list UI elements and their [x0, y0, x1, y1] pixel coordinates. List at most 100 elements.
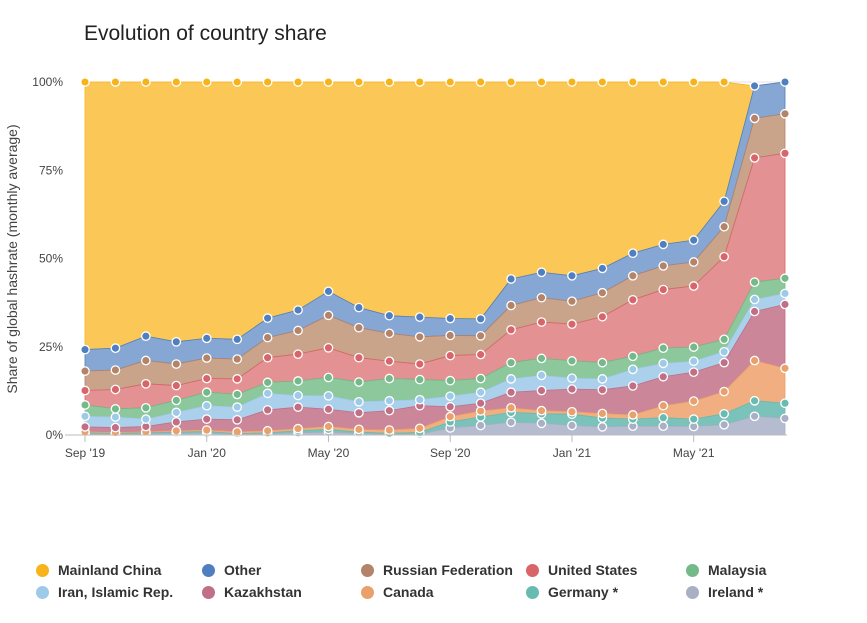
x-axis: Sep '19 Jan '20 May '20 Sep '20 Jan '21 May '…	[65, 434, 787, 460]
legend-item[interactable]: Other	[202, 562, 261, 578]
marker-iran-islamic-rep	[201, 400, 212, 411]
marker-canada	[658, 400, 669, 411]
marker-kazakhstan	[567, 384, 577, 394]
marker-malaysia	[688, 342, 699, 352]
marker-other	[201, 333, 212, 344]
marker-mainland-china	[567, 77, 577, 87]
marker-united-states	[506, 324, 516, 335]
marker-kazakhstan	[293, 402, 303, 412]
marker-canada	[536, 405, 547, 416]
marker-united-states	[597, 311, 608, 322]
marker-malaysia	[201, 387, 212, 398]
marker-iran-islamic-rep	[749, 294, 760, 305]
marker-malaysia	[354, 377, 364, 387]
legend-label: Canada	[383, 584, 434, 600]
legend-item[interactable]: Mainland China	[36, 562, 161, 578]
marker-iran-islamic-rep	[354, 396, 364, 407]
marker-mainland-china	[293, 77, 303, 87]
legend-item[interactable]: United States	[526, 562, 637, 578]
marker-other	[567, 270, 577, 281]
marker-malaysia	[232, 389, 243, 400]
marker-canada	[414, 423, 425, 434]
marker-mainland-china	[688, 77, 699, 87]
x-tick-label: Sep '20	[430, 446, 471, 460]
marker-russian-federation	[384, 328, 395, 339]
marker-canada	[688, 396, 699, 406]
marker-mainland-china	[658, 77, 669, 87]
legend-item[interactable]: Canada	[361, 584, 434, 600]
marker-malaysia	[567, 356, 577, 366]
marker-russian-federation	[80, 366, 90, 376]
marker-russian-federation	[475, 330, 486, 341]
marker-other	[688, 235, 699, 245]
marker-kazakhstan	[475, 398, 486, 409]
marker-malaysia	[262, 377, 273, 388]
marker-iran-islamic-rep	[384, 395, 395, 406]
marker-united-states	[323, 342, 334, 353]
marker-iran-islamic-rep	[80, 411, 90, 422]
marker-russian-federation	[201, 353, 212, 363]
y-axis-label: Share of global hashrate (monthly averag…	[4, 124, 20, 393]
marker-malaysia	[323, 372, 334, 383]
marker-iran-islamic-rep	[323, 390, 334, 401]
marker-russian-federation	[567, 296, 577, 307]
marker-kazakhstan	[688, 367, 699, 378]
marker-russian-federation	[688, 257, 699, 267]
legend-item[interactable]: Kazakhstan	[202, 584, 302, 600]
marker-mainland-china	[719, 77, 729, 87]
marker-russian-federation	[445, 330, 456, 341]
marker-germany	[780, 398, 790, 409]
legend-swatch	[361, 563, 374, 577]
x-tick-label: May '20	[308, 446, 350, 460]
marker-russian-federation	[658, 261, 669, 271]
legend-label: Kazakhstan	[224, 584, 302, 600]
marker-canada	[293, 423, 303, 434]
y-tick-label: 100%	[32, 75, 63, 89]
marker-malaysia	[110, 404, 121, 414]
marker-ireland	[719, 419, 729, 430]
legend-item[interactable]: Malaysia	[686, 562, 766, 578]
marker-other	[354, 302, 364, 313]
marker-other	[171, 336, 182, 347]
marker-iran-islamic-rep	[536, 370, 547, 381]
marker-mainland-china	[475, 77, 486, 87]
marker-germany	[658, 412, 669, 423]
legend-swatch	[526, 585, 539, 599]
legend-label: Russian Federation	[383, 562, 513, 578]
marker-malaysia	[80, 400, 90, 410]
marker-canada	[323, 421, 334, 432]
marker-united-states	[171, 380, 182, 391]
marker-united-states	[232, 374, 243, 384]
marker-canada	[719, 386, 729, 397]
x-tick-label: Jan '21	[553, 446, 592, 460]
legend-swatch	[36, 563, 49, 577]
marker-united-states	[201, 373, 212, 384]
marker-malaysia	[171, 395, 182, 406]
marker-other	[110, 343, 121, 354]
marker-iran-islamic-rep	[262, 388, 273, 399]
marker-malaysia	[506, 357, 516, 368]
stacked-area-chart: 0%25%50%75%100% Sep '19 Jan '20 May '20 Sep…	[4, 75, 790, 460]
marker-iran-islamic-rep	[110, 412, 121, 422]
x-tick-label: Jan '20	[188, 446, 227, 460]
y-tick-label: 0%	[46, 428, 64, 442]
marker-russian-federation	[232, 354, 243, 364]
marker-ireland	[658, 421, 669, 432]
marker-iran-islamic-rep	[232, 402, 243, 412]
marker-mainland-china	[354, 77, 364, 87]
marker-iran-islamic-rep	[475, 387, 486, 398]
marker-other	[384, 310, 395, 321]
marker-iran-islamic-rep	[719, 346, 729, 357]
marker-kazakhstan	[232, 414, 243, 425]
legend-item[interactable]: Russian Federation	[361, 562, 513, 578]
legend-item[interactable]: Ireland *	[686, 584, 763, 600]
marker-germany	[719, 408, 729, 419]
marker-iran-islamic-rep	[445, 391, 456, 402]
marker-malaysia	[384, 373, 395, 384]
marker-malaysia	[293, 376, 303, 386]
legend-item[interactable]: Iran, Islamic Rep.	[36, 584, 173, 600]
marker-other	[506, 274, 516, 284]
marker-russian-federation	[506, 300, 516, 311]
marker-iran-islamic-rep	[567, 373, 577, 384]
legend-item[interactable]: Germany *	[526, 584, 618, 600]
